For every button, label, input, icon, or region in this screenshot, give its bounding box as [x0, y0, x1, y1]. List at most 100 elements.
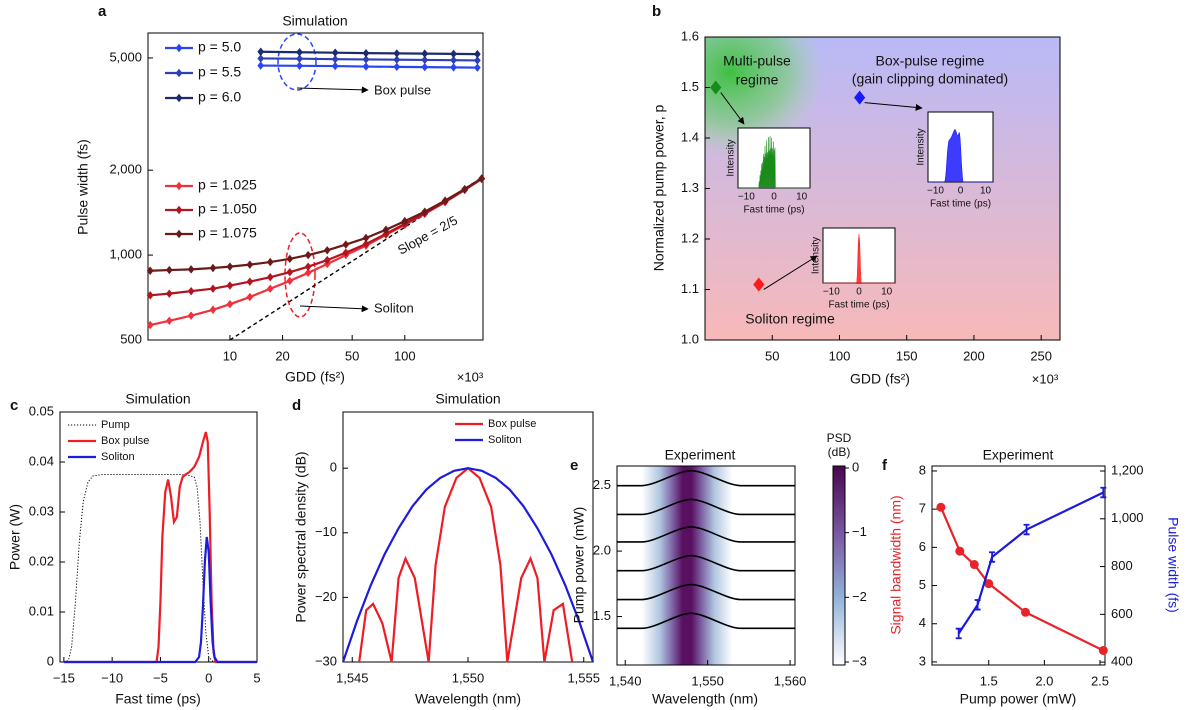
- region-label: (gain clipping dominated): [852, 71, 1008, 87]
- y-axis-label: Pump power (mW): [571, 507, 587, 624]
- colorbar-tick-label: −1: [852, 524, 867, 539]
- y-tick-label: 0: [330, 460, 337, 475]
- marker: [266, 284, 274, 293]
- legend-marker: [175, 93, 183, 103]
- spectrum-trace: [617, 526, 795, 543]
- spectrum-trace: [617, 469, 795, 487]
- y-tick-label: −20: [315, 589, 337, 604]
- panel-letter: f: [882, 457, 888, 474]
- inset-tick-label: −10: [738, 192, 755, 203]
- region-label: regime: [736, 72, 779, 88]
- y-tick-label: −10: [315, 524, 337, 539]
- inset-x-label: Fast time (ps): [743, 205, 804, 216]
- x-tick-label: 200: [963, 348, 985, 363]
- y-tick-label: 1.0: [681, 331, 699, 346]
- marker: [450, 55, 457, 65]
- spectrum-trace: [617, 583, 795, 601]
- marker: [955, 546, 965, 556]
- marker: [441, 196, 449, 205]
- marker: [296, 48, 303, 57]
- marker: [304, 268, 312, 278]
- panel-letter: a: [98, 3, 107, 20]
- y-tick-label: 0.02: [29, 553, 54, 568]
- x-multiplier: ×10³: [457, 369, 484, 384]
- series-line: [260, 50, 478, 56]
- marker: [257, 54, 265, 63]
- y-tick-label: 4: [919, 615, 926, 630]
- y2-tick-label: 400: [1111, 654, 1133, 669]
- marker: [969, 560, 979, 570]
- inset-pulse: [823, 233, 895, 284]
- inset-x-label: Fast time (ps): [828, 300, 889, 311]
- x-tick-label: 150: [896, 348, 918, 363]
- y-tick-label: 1.2: [681, 230, 699, 245]
- x-axis-label: Wavelength (nm): [652, 691, 758, 707]
- y-tick-label: 2.0: [593, 543, 611, 558]
- marker: [296, 54, 303, 63]
- panel-letter: d: [292, 397, 301, 414]
- x-tick-label: 1,545: [336, 670, 369, 685]
- highlight-ellipse: [277, 33, 317, 91]
- marker: [393, 55, 401, 64]
- marker: [323, 255, 331, 265]
- marker: [304, 250, 312, 260]
- arrow: [763, 255, 818, 290]
- region-label: Soliton regime: [745, 311, 835, 327]
- y-axis-label: Power (W): [7, 504, 23, 570]
- marker: [984, 579, 994, 589]
- marker: [146, 320, 154, 330]
- marker: [165, 289, 173, 298]
- marker: [393, 49, 401, 58]
- marker: [393, 62, 401, 72]
- error-bar: [1023, 523, 1030, 536]
- series-line: [150, 177, 483, 297]
- marker: [257, 47, 265, 56]
- marker: [362, 233, 370, 243]
- marker: [257, 61, 265, 70]
- series-line: [150, 177, 483, 272]
- series-line: [939, 506, 1104, 652]
- x-axis-label: GDD (fs²): [850, 371, 910, 387]
- spectrum-band: [641, 466, 733, 665]
- spectrum-trace: [617, 498, 795, 516]
- inset-tick-label: 0: [856, 287, 862, 298]
- legend-label: Pump: [101, 419, 130, 431]
- x-tick-label: 2.5: [1091, 673, 1109, 688]
- marker: [209, 305, 217, 314]
- x-tick-label: −10: [101, 670, 123, 685]
- marker: [362, 55, 370, 64]
- colorbar-label: PSD: [827, 431, 852, 445]
- inset-y-label: Intensity: [811, 237, 822, 274]
- legend-label: Soliton: [488, 434, 522, 446]
- y-tick-label: 2,000: [109, 162, 142, 177]
- legend-marker: [175, 181, 183, 191]
- y2-tick-label: 1,000: [1111, 510, 1144, 525]
- arrow: [299, 305, 369, 313]
- legend-label: p = 1.050: [198, 201, 257, 217]
- marker: [226, 281, 234, 290]
- arrow: [296, 86, 369, 94]
- marker: [187, 311, 195, 320]
- marker: [209, 263, 217, 273]
- y-tick-label: 5: [919, 577, 926, 592]
- y2-axis-label: Pulse width (fs): [1165, 517, 1181, 613]
- marker: [296, 61, 303, 70]
- panel-letter: b: [652, 3, 661, 20]
- point: [854, 90, 866, 105]
- marker: [362, 48, 370, 58]
- series-line: [957, 491, 1104, 635]
- y-tick-label: 0: [47, 653, 54, 668]
- panel-letter: e: [570, 457, 578, 474]
- marker: [362, 62, 370, 71]
- x-multiplier: ×10³: [1032, 371, 1059, 386]
- legend-label: p = 5.5: [198, 64, 241, 80]
- inset-pulse: [928, 129, 993, 183]
- x-axis-label: Wavelength (nm): [415, 691, 521, 707]
- legend-label: Box pulse: [488, 418, 536, 430]
- x-axis-label: Fast time (ps): [115, 691, 201, 707]
- marker: [246, 260, 254, 269]
- marker: [362, 239, 370, 249]
- x-tick-label: 1,555: [567, 670, 600, 685]
- marker: [474, 63, 481, 72]
